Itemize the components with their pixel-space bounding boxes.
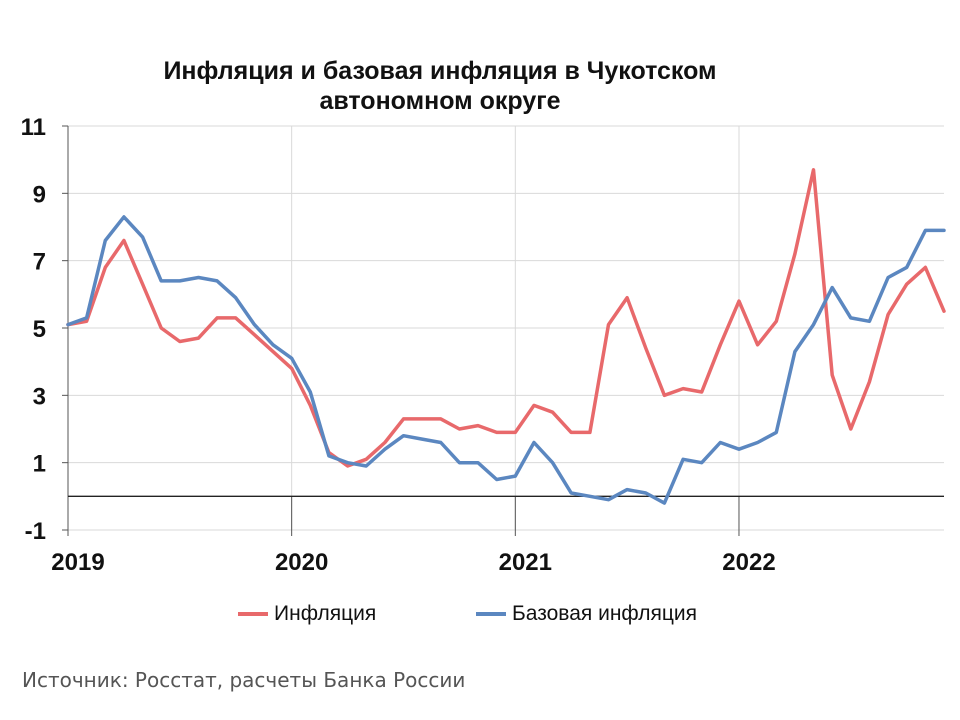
x-tick-labels: 2019 2020 2021 2022 [51, 549, 775, 576]
source-note: Источник: Росстат, расчеты Банка России [22, 668, 466, 692]
chart-title-line-2: автономном округе [319, 87, 561, 115]
y-tick-label: 3 [33, 383, 46, 410]
axes [62, 125, 944, 536]
legend-label-inflation: Инфляция [274, 602, 377, 625]
y-tick-label: 7 [33, 249, 46, 276]
y-tick-labels: 11 9 7 5 3 1 -1 [21, 114, 46, 545]
x-tick-label: 2022 [722, 549, 775, 576]
y-tick-label: 5 [33, 316, 46, 343]
legend-swatch-inflation [238, 612, 268, 616]
series-line-core-inflation [66, 215, 946, 505]
legend-item-inflation: Инфляция [238, 602, 376, 626]
x-tick-label: 2019 [51, 549, 104, 576]
legend: Инфляция Базовая инфляция [0, 602, 960, 634]
series-lines [66, 168, 946, 505]
series-line-inflation [66, 168, 946, 468]
grid-lines [68, 125, 944, 531]
x-tick-label: 2020 [275, 549, 328, 576]
y-tick-label: 9 [33, 181, 46, 208]
y-tick-label: -1 [25, 518, 46, 545]
legend-label-core-inflation: Базовая инфляция [512, 602, 698, 625]
legend-swatch-core-inflation [476, 612, 506, 616]
y-tick-label: 11 [21, 114, 46, 141]
legend-item-core-inflation: Базовая инфляция [476, 602, 697, 626]
chart-title-line-1: Инфляция и базовая инфляция в Чукотском [163, 57, 717, 85]
y-tick-label: 1 [33, 451, 46, 478]
chart-title: Инфляция и базовая инфляция в Чукотском … [0, 56, 880, 116]
x-tick-label: 2021 [499, 549, 552, 576]
